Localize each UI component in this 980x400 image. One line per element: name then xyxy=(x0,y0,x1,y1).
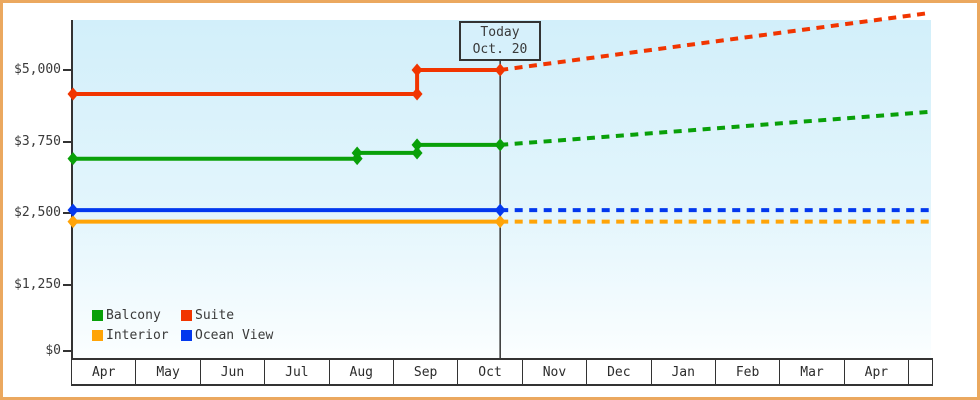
month-cell-sep: Sep xyxy=(394,360,459,384)
legend-swatch-icon xyxy=(181,330,192,341)
y-axis-label: $5,000 xyxy=(14,62,61,77)
today-marker-box: Today Oct. 20 xyxy=(459,21,541,61)
x-axis-month-strip: Apr May Jun Jul Aug Sep Oct Nov Dec Jan Feb Mar Apr xyxy=(71,358,933,386)
legend-swatch-icon xyxy=(92,330,103,341)
legend-item-balcony: Balcony xyxy=(92,308,181,323)
month-cell-jul: Jul xyxy=(265,360,330,384)
y-axis-label: $2,500 xyxy=(14,205,61,220)
month-cell-nov: Nov xyxy=(523,360,588,384)
y-axis-tick xyxy=(63,283,72,286)
legend-label: Suite xyxy=(195,308,235,323)
month-cell-aug: Aug xyxy=(330,360,394,384)
y-axis-label: $0 xyxy=(45,343,61,358)
legend-item-suite: Suite xyxy=(181,308,273,323)
y-axis-label: $3,750 xyxy=(14,133,61,149)
y-axis-tick xyxy=(63,69,72,71)
month-cell-mar: Mar xyxy=(780,360,845,384)
month-cell-feb: Feb xyxy=(716,360,781,384)
legend-swatch-icon xyxy=(181,310,192,321)
y-axis-tick xyxy=(63,212,72,214)
month-cell-jun: Jun xyxy=(201,360,266,384)
legend-item-interior: Interior xyxy=(92,328,181,343)
month-cell-jan: Jan xyxy=(652,360,716,384)
month-cell-oct: Oct xyxy=(458,360,523,384)
month-cell-apr: Apr xyxy=(72,360,137,384)
month-cell-apr: Apr xyxy=(845,360,910,384)
legend-label: Interior xyxy=(106,328,169,343)
legend-swatch-icon xyxy=(92,310,103,321)
y-axis-label: $1,250 xyxy=(14,276,61,292)
legend-label: Ocean View xyxy=(195,328,274,343)
today-label: Today xyxy=(480,25,520,40)
y-axis-line xyxy=(71,20,73,360)
month-cell-may: May xyxy=(136,360,201,384)
y-axis-tick xyxy=(63,350,72,352)
today-date: Oct. 20 xyxy=(472,42,528,57)
legend: Balcony Suite Interior Ocean View xyxy=(92,308,273,343)
y-axis-tick xyxy=(63,140,72,143)
month-cell-dec: Dec xyxy=(587,360,652,384)
month-cell-partial xyxy=(909,360,932,384)
legend-label: Balcony xyxy=(106,308,161,323)
legend-item-ocean-view: Ocean View xyxy=(181,328,273,343)
